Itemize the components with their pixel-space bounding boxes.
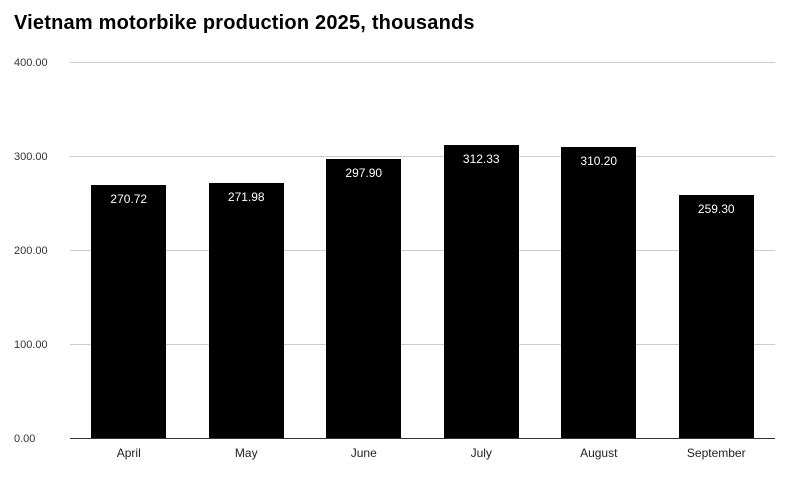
x-axis-label: April	[116, 446, 141, 460]
bar-value-label: 297.90	[345, 165, 383, 180]
bars: 270.72 271.98 297.90 312.33 310.20 259.30	[70, 63, 775, 439]
bar-slot: 310.20	[540, 63, 658, 439]
bar-april: 270.72	[91, 184, 167, 439]
bar-slot: 259.30	[658, 63, 776, 439]
gridline	[70, 344, 775, 345]
chart-title: Vietnam motorbike production 2025, thous…	[14, 12, 475, 34]
y-tick-label: 200.00	[14, 245, 48, 257]
bar-value-label: 312.33	[462, 152, 500, 167]
bar-july: 312.33	[443, 145, 519, 439]
bar-value-label: 270.72	[110, 191, 148, 206]
x-axis-line	[70, 438, 775, 439]
bar-august: 310.20	[561, 147, 637, 439]
x-axis-label: June	[350, 446, 377, 460]
y-tick-label: 400.00	[14, 57, 48, 69]
x-axis-label: May	[234, 446, 258, 460]
y-tick-label: 0.00	[14, 433, 36, 445]
bar-september: 259.30	[678, 195, 754, 439]
plot-area: 270.72 271.98 297.90 312.33 310.20 259.30	[70, 62, 775, 439]
x-axis-label: July	[470, 446, 492, 460]
bar-slot: 270.72	[70, 63, 188, 439]
bar-slot: 297.90	[305, 63, 423, 439]
bar-value-label: 271.98	[227, 190, 265, 205]
y-axis: 0.00 100.00 200.00 300.00 400.00	[14, 57, 64, 445]
bar-slot: 312.33	[423, 63, 541, 439]
bar-may: 271.98	[208, 183, 284, 439]
bar-value-label: 259.30	[697, 202, 735, 217]
x-axis-labels: April May June July August September	[70, 446, 775, 460]
gridline	[70, 156, 775, 157]
bar-value-label: 310.20	[580, 154, 618, 169]
y-tick-label: 300.00	[14, 151, 48, 163]
gridline	[70, 62, 775, 63]
x-axis-label: August	[580, 446, 618, 460]
bar-june: 297.90	[326, 158, 402, 439]
y-tick-label: 100.00	[14, 339, 48, 351]
gridline	[70, 250, 775, 251]
x-axis-label: September	[686, 446, 746, 460]
bar-slot: 271.98	[188, 63, 306, 439]
